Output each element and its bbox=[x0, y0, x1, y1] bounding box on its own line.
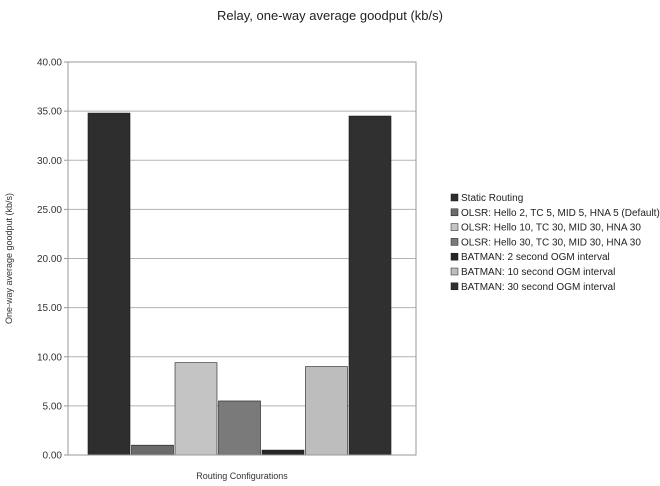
y-tick-label: 35.00 bbox=[37, 107, 62, 118]
legend-label: BATMAN: 2 second OGM interval bbox=[461, 252, 610, 263]
legend-label: OLSR: Hello 10, TC 30, MID 30, HNA 30 bbox=[461, 223, 641, 234]
legend-label: BATMAN: 10 second OGM interval bbox=[461, 267, 615, 278]
legend-swatch bbox=[450, 252, 459, 261]
y-tick-label: 5.00 bbox=[43, 401, 63, 412]
bar-4 bbox=[218, 400, 261, 456]
legend-swatch bbox=[450, 193, 459, 202]
legend-label: Static Routing bbox=[461, 193, 523, 204]
y-tick-label: 40.00 bbox=[37, 58, 62, 69]
y-tick-label: 30.00 bbox=[37, 156, 62, 167]
legend-swatch bbox=[450, 267, 459, 276]
bar-5 bbox=[261, 449, 305, 456]
legend-label: BATMAN: 30 second OGM interval bbox=[461, 282, 615, 293]
y-tick-label: 15.00 bbox=[37, 303, 62, 314]
legend-label: OLSR: Hello 30, TC 30, MID 30, HNA 30 bbox=[461, 237, 641, 248]
chart-title: Relay, one-way average goodput (kb/s) bbox=[217, 8, 443, 23]
bar-2 bbox=[131, 444, 174, 456]
bar-7 bbox=[348, 115, 392, 456]
bar-6 bbox=[305, 366, 348, 456]
y-tick-label: 25.00 bbox=[37, 205, 62, 216]
bar-3 bbox=[174, 362, 218, 456]
y-tick-label: 20.00 bbox=[37, 254, 62, 265]
y-tick-label: 0.00 bbox=[43, 451, 63, 462]
y-tick-label: 10.00 bbox=[37, 352, 62, 363]
legend-swatch bbox=[450, 208, 459, 217]
legend-swatch bbox=[450, 282, 459, 291]
x-axis-title: Routing Configurations bbox=[196, 471, 288, 481]
legend-swatch bbox=[450, 238, 459, 246]
y-axis-title: One-way average goodput (kb/s) bbox=[4, 193, 14, 324]
plot-frame bbox=[67, 61, 417, 456]
legend-swatch bbox=[450, 223, 459, 231]
bar-1 bbox=[87, 112, 131, 456]
bar-series bbox=[87, 112, 392, 456]
legend-label: OLSR: Hello 2, TC 5, MID 5, HNA 5 (Defau… bbox=[461, 208, 660, 219]
legend: Static Routing OLSR: Hello 2, TC 5, MID 5… bbox=[450, 193, 660, 293]
y-axis-ticks: 0.00 5.00 10.00 15.00 20.00 25.00 30.00 35.00 40… bbox=[37, 58, 68, 462]
